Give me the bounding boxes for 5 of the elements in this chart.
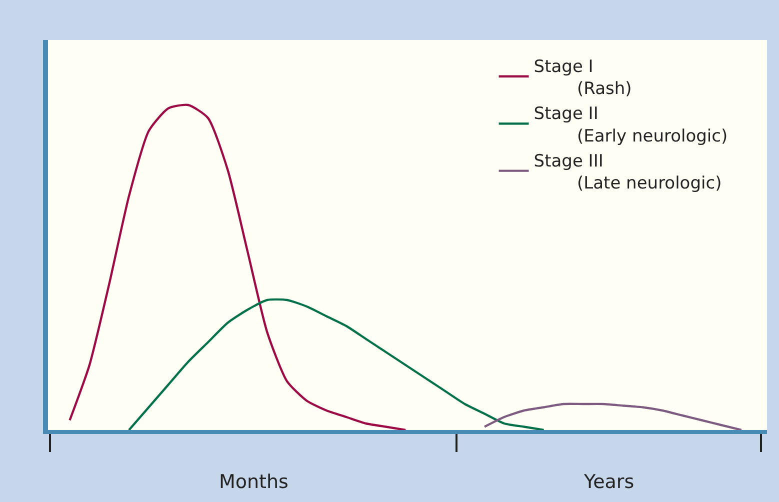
legend-label: Stage I (Rash) [534, 56, 632, 100]
text: Years [583, 471, 634, 493]
legend-label: Stage III (Late neurologic) [534, 151, 722, 194]
legend-label: Stage II (Early neurologic) [534, 104, 728, 146]
text: Months [219, 471, 288, 493]
